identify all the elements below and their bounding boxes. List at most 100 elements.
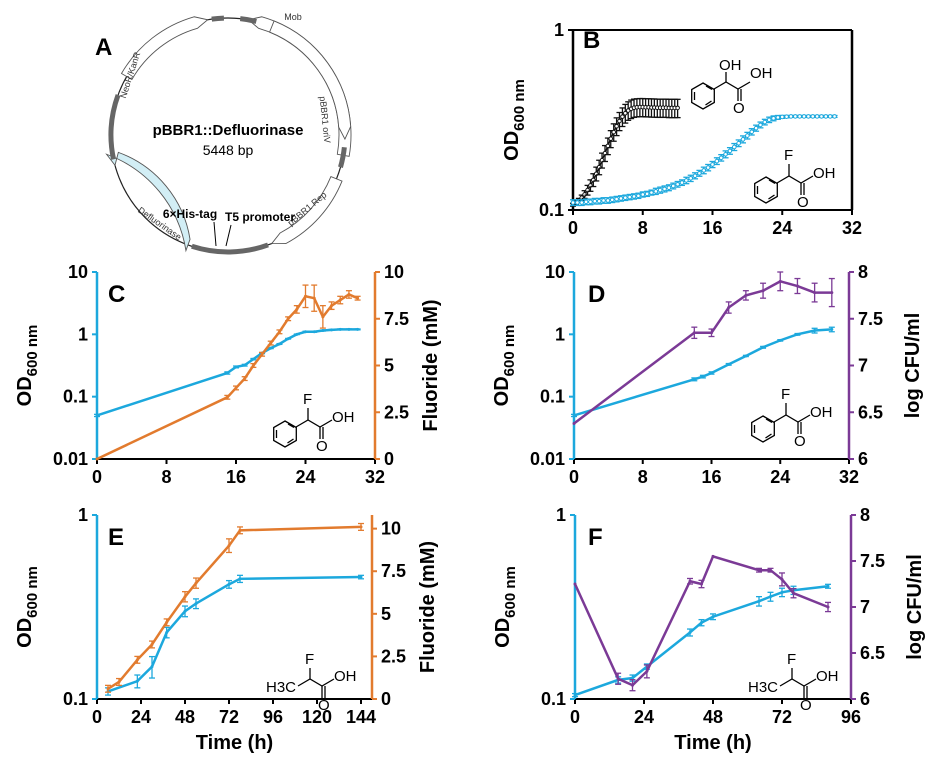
chem-mandelic-acid: OH OH O	[691, 57, 773, 117]
data-point	[359, 525, 363, 529]
chem-f-label: F	[303, 391, 312, 408]
feature-arrow-ori	[268, 20, 352, 141]
data-point	[640, 192, 646, 197]
data-point	[260, 352, 264, 356]
data-point	[710, 162, 715, 167]
panel-letter-d: D	[588, 281, 605, 308]
x-tick-label: 96	[263, 707, 283, 727]
y-axis-label-main: OD	[501, 131, 523, 161]
data-point	[692, 173, 698, 179]
data-point	[780, 590, 784, 594]
data-point	[792, 591, 795, 595]
y-axis-label: OD600 nm	[492, 566, 519, 648]
y-axis-label-sub: 600 nm	[24, 566, 41, 618]
series-1	[105, 522, 364, 693]
data-point	[692, 331, 696, 335]
data-point	[727, 148, 733, 154]
data-point	[330, 328, 334, 332]
x-tick-label: 0	[92, 707, 102, 727]
data-point	[826, 605, 830, 609]
series-1	[573, 554, 831, 692]
data-point	[227, 582, 231, 586]
data-point	[614, 196, 619, 202]
data-point	[745, 133, 750, 138]
data-point	[95, 413, 99, 417]
chem-f-label: F	[781, 386, 790, 403]
y-tick-label: 0.1	[63, 387, 88, 407]
data-point	[570, 200, 576, 205]
data-point	[801, 114, 807, 119]
x-tick-label: 72	[772, 707, 792, 727]
data-point	[762, 119, 768, 125]
data-point	[295, 332, 299, 336]
data-point	[620, 114, 625, 119]
chem-o-label: O	[797, 194, 809, 211]
data-point	[631, 676, 634, 680]
chem-oh-label: OH	[334, 668, 357, 685]
data-point	[753, 125, 759, 131]
data-point	[723, 151, 728, 157]
data-point	[623, 110, 628, 116]
series-1	[570, 114, 838, 207]
chem-o-label: O	[800, 697, 812, 714]
x-tick-label: 24	[634, 707, 654, 727]
data-point	[592, 198, 598, 204]
data-point	[631, 683, 634, 687]
x-tick-label: 24	[131, 707, 151, 727]
series-0	[571, 326, 835, 418]
chart-panel-c: 0 8 16 24 32 0.01 0.1 1 10 0 2.5 5 7.5 10 C OD600 nm Flu…	[14, 262, 442, 487]
series-0	[570, 97, 681, 208]
x-tick-label: 8	[638, 218, 648, 238]
data-point	[286, 317, 290, 321]
data-point	[321, 329, 325, 333]
data-point	[711, 615, 715, 619]
x-tick-label: 16	[702, 218, 722, 238]
data-point	[795, 332, 799, 336]
y2-tick-label: 8	[858, 262, 868, 282]
x-tick-label: 32	[365, 467, 385, 487]
data-point	[684, 178, 689, 183]
y-axis-label-main: OD	[14, 618, 36, 648]
data-point	[636, 193, 641, 199]
data-point	[749, 129, 755, 135]
panel-letter-a: A	[95, 34, 112, 61]
data-point	[572, 421, 576, 425]
y2-tick-label: 5	[384, 356, 394, 376]
chem-h3c-label: H3C	[266, 679, 296, 696]
y-axis-label-main: OD	[14, 376, 36, 406]
data-point	[670, 183, 676, 189]
data-point	[700, 582, 703, 586]
plasmid-name: pBBR1::Defluorinase	[153, 122, 304, 139]
y2-tick-label: 7.5	[860, 551, 885, 571]
data-point	[165, 620, 169, 624]
data-point	[714, 158, 720, 164]
x-tick-label: 8	[161, 467, 171, 487]
data-point	[579, 200, 585, 205]
y-tick-label: 10	[68, 262, 88, 282]
data-point	[688, 176, 694, 181]
data-point	[701, 168, 707, 173]
y-axis-label: OD600 nm	[14, 325, 41, 407]
data-point	[797, 114, 802, 119]
data-point	[277, 330, 281, 334]
x-tick-label: 24	[770, 467, 790, 487]
data-point	[347, 292, 351, 296]
series-line	[96, 293, 359, 461]
y2-tick-label: 7.5	[858, 309, 883, 329]
y-axis-label: OD600 nm	[501, 79, 528, 161]
data-point	[675, 105, 680, 111]
panel-letter-c: C	[108, 281, 125, 308]
data-point	[645, 669, 649, 673]
data-point	[106, 687, 110, 691]
x-tick-label: 8	[638, 467, 648, 487]
y-tick-label: 1	[554, 20, 564, 40]
y-tick-label: 0.1	[540, 387, 565, 407]
y2-axis-label: log CFU/ml	[904, 554, 926, 660]
chem-oh-label: OH	[332, 409, 355, 426]
data-point	[135, 679, 139, 683]
data-point	[234, 365, 238, 369]
data-point	[95, 457, 99, 461]
data-point	[823, 114, 829, 119]
x-tick-label: 0	[569, 467, 579, 487]
data-point	[779, 114, 785, 120]
